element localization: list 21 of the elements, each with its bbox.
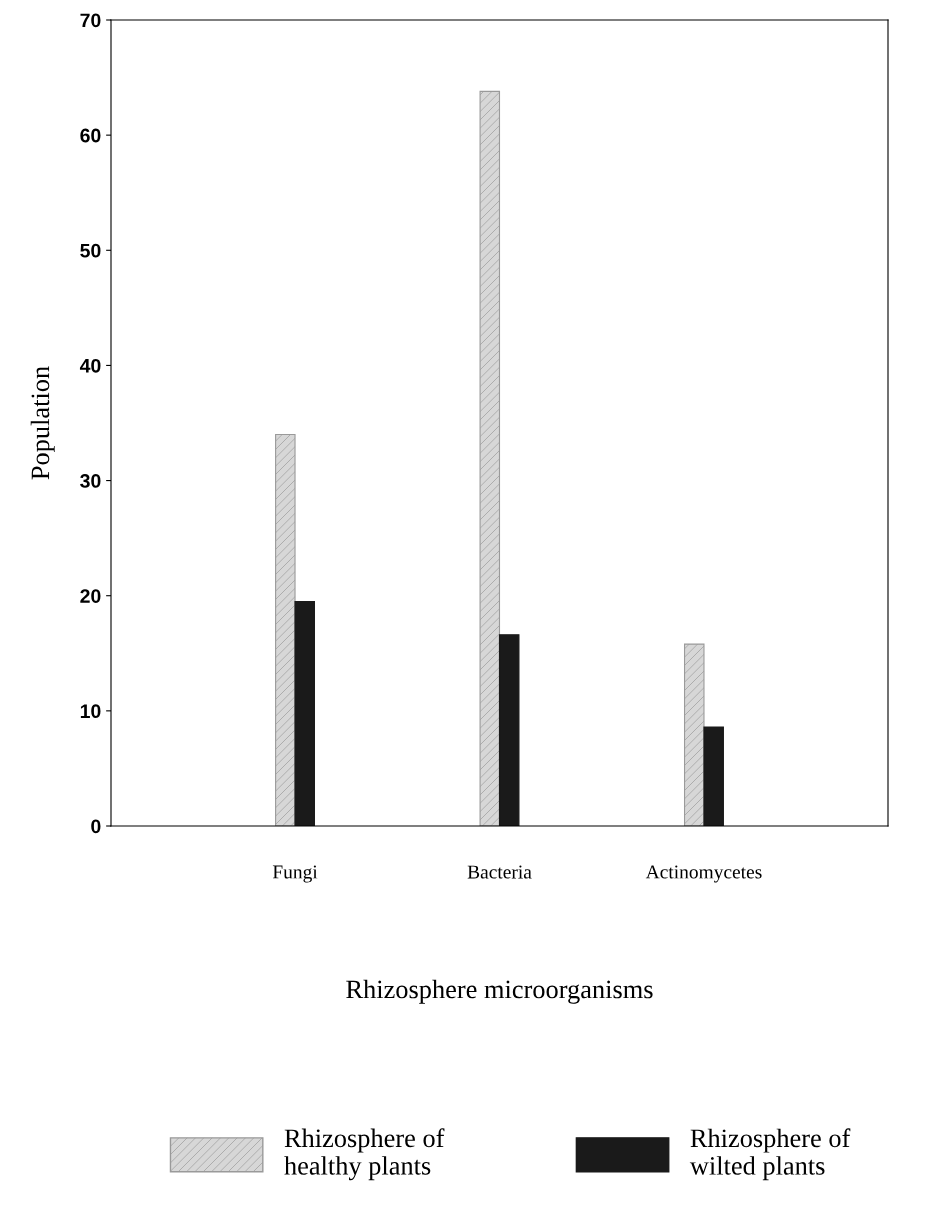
y-tick-label: 60 (80, 128, 101, 143)
bar (479, 90, 501, 826)
x-tick-label: Fungi (272, 865, 318, 883)
bar (294, 600, 316, 826)
legend-label: Rhizosphere of healthy plants (284, 1128, 445, 1181)
bar (703, 726, 724, 826)
x-tick-label: Actinomycetes (645, 865, 762, 883)
y-tick-label: 30 (80, 474, 101, 488)
y-tick-label: 10 (80, 704, 101, 719)
y-tick-label: 0 (91, 819, 101, 834)
bar (683, 643, 705, 826)
x-axis-title: Rhizosphere microorganisms (346, 979, 653, 1004)
bar (275, 433, 296, 826)
y-axis-title: Population (30, 366, 55, 480)
legend-label: Rhizosphere of wilted plants (689, 1128, 851, 1181)
y-tick-label: 50 (80, 243, 101, 258)
y-tick-label: 40 (79, 358, 101, 373)
bar (498, 634, 520, 826)
x-tick-label: Bacteria (467, 865, 532, 879)
y-tick-label: 20 (80, 589, 101, 603)
y-tick-label: 70 (80, 13, 101, 28)
